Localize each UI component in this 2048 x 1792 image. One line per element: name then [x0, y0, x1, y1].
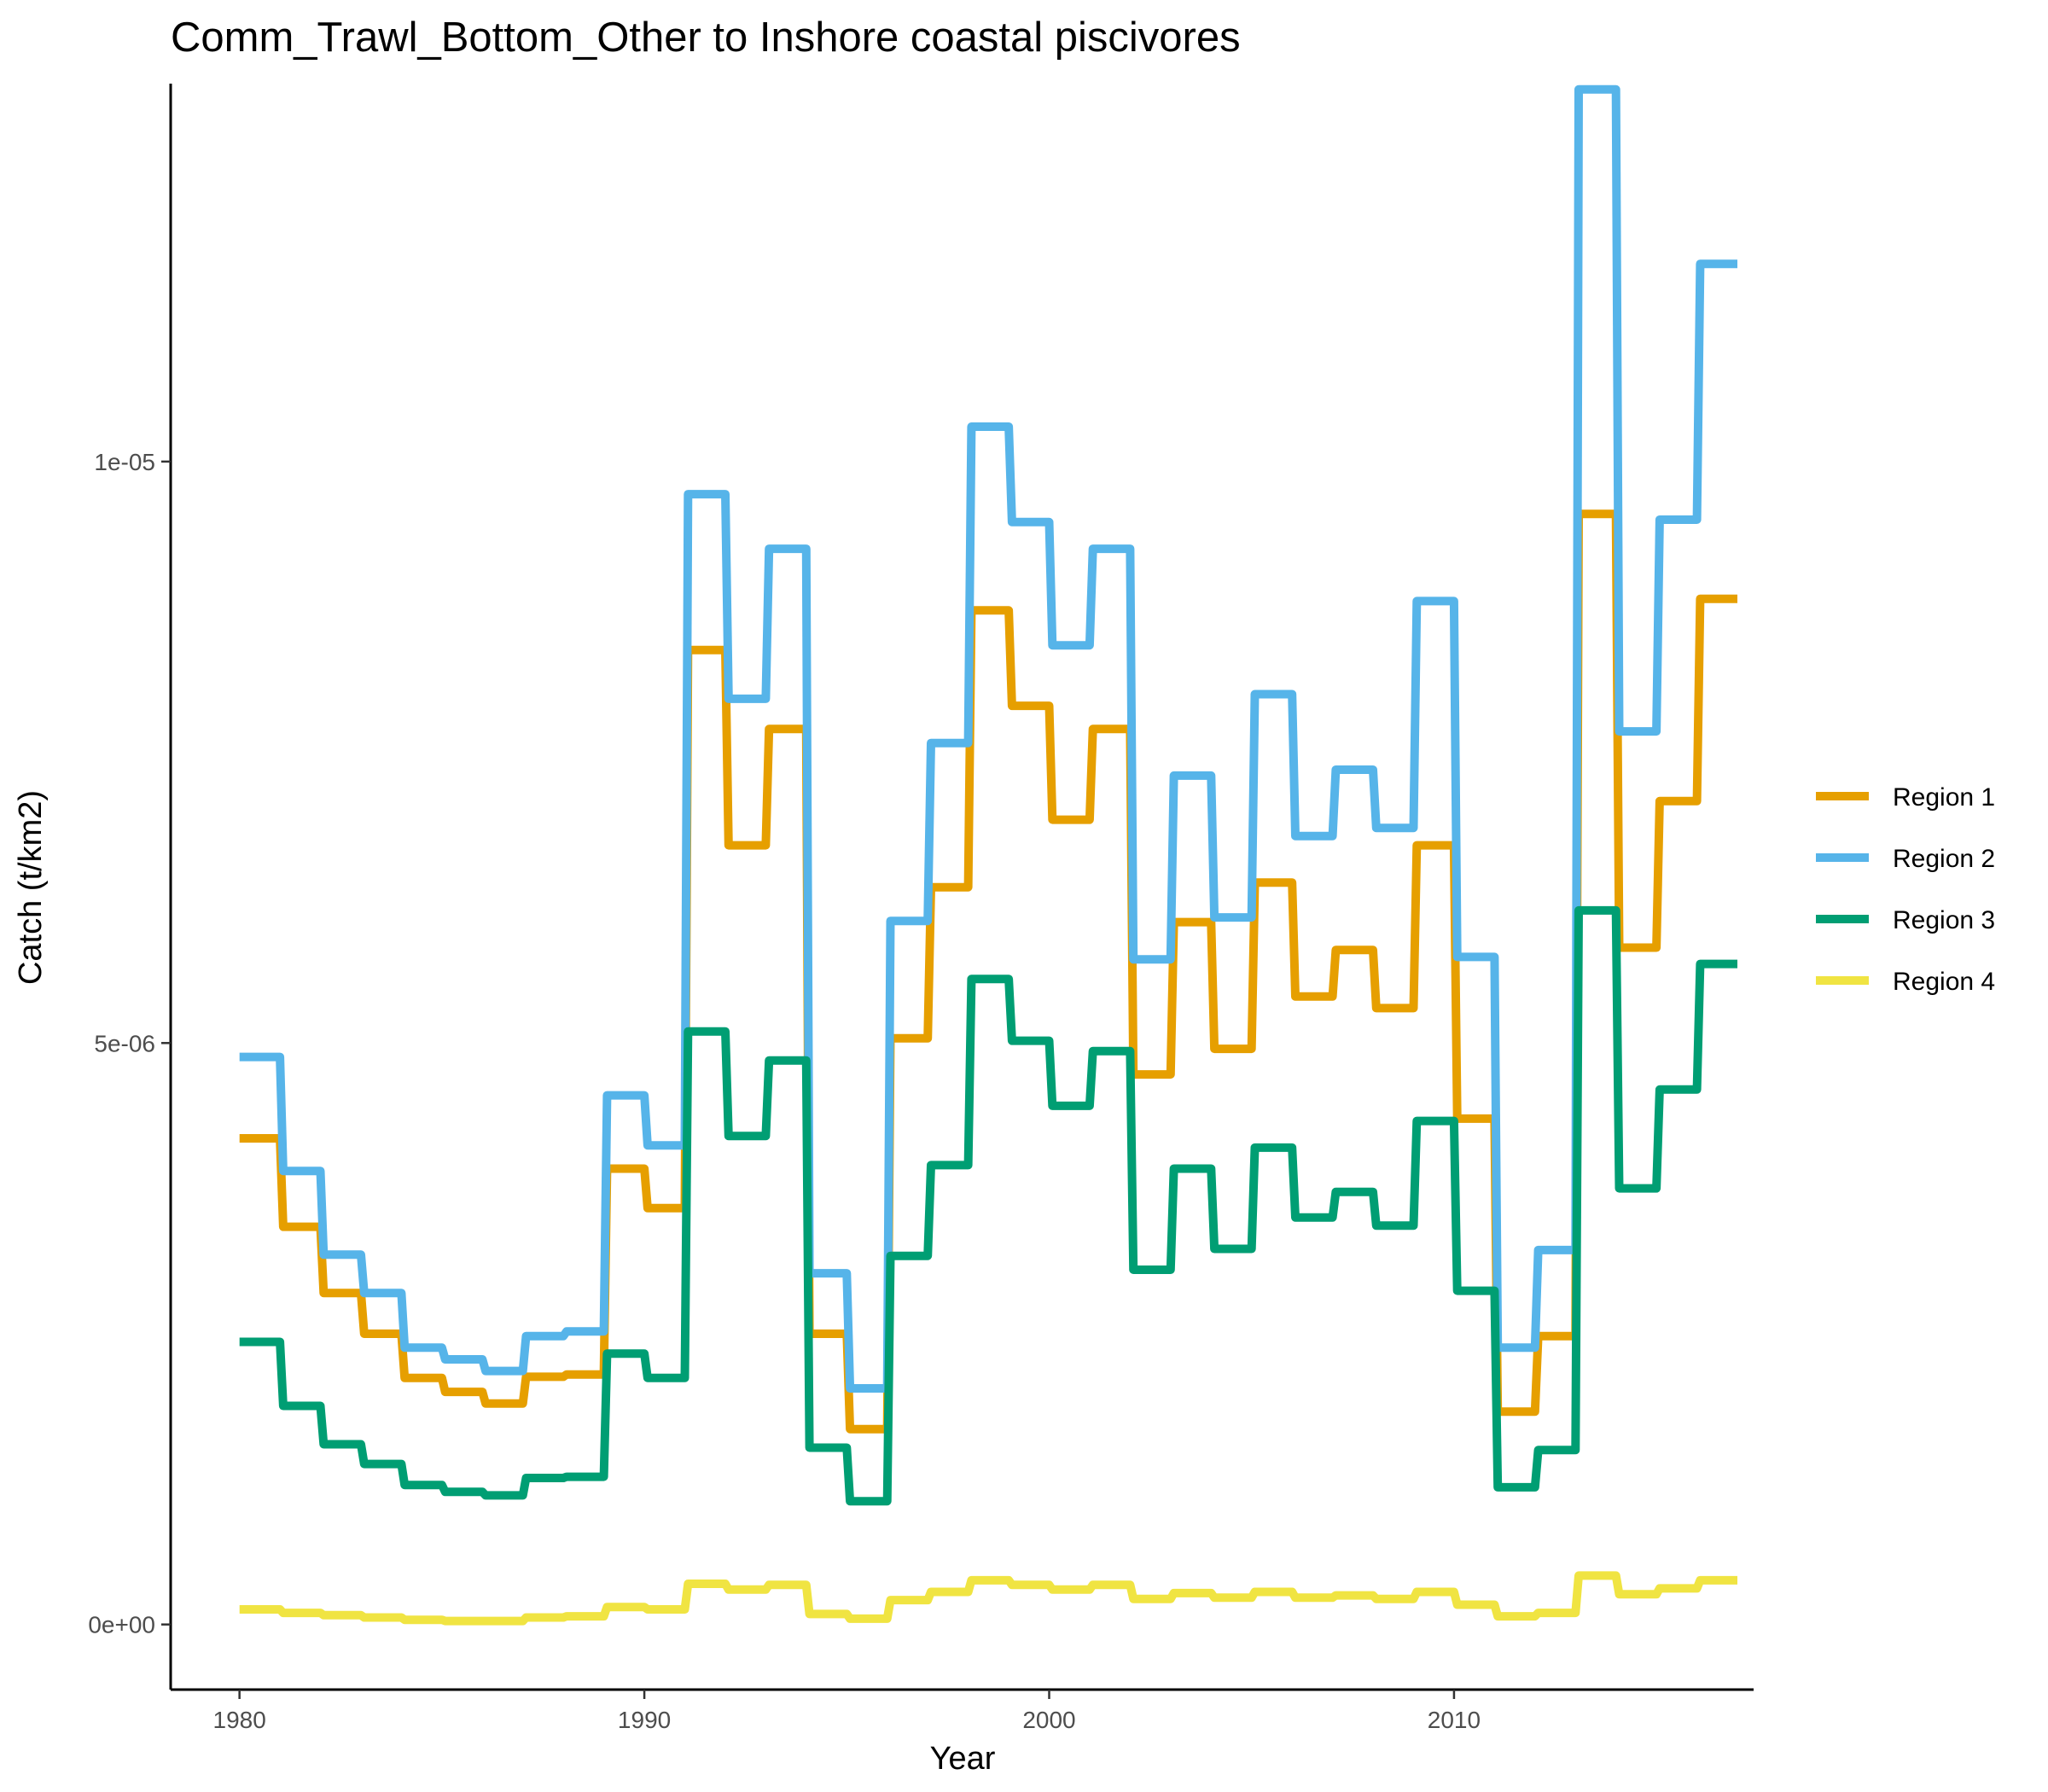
series-line-4 — [239, 1571, 1737, 1626]
chart-title: Comm_Trawl_Bottom_Other to Inshore coast… — [171, 15, 1241, 61]
legend-label-1: Region 1 — [1893, 783, 1995, 812]
x-tick-label: 1990 — [618, 1707, 671, 1733]
x-axis-ticks: 1980 1990 2000 2010 — [213, 1690, 1481, 1733]
y-tick-label: 0e+00 — [88, 1612, 155, 1638]
series-line-1 — [239, 509, 1737, 1434]
y-axis-title: Catch (t/km2) — [13, 790, 49, 985]
series-line-2 — [239, 84, 1737, 1393]
legend-label-3: Region 3 — [1893, 906, 1995, 934]
x-tick-label: 1980 — [213, 1707, 266, 1733]
legend: Region 1 Region 2 Region 3 Region 4 — [1816, 783, 1995, 996]
legend-label-2: Region 2 — [1893, 845, 1995, 873]
y-tick-label: 1e-05 — [94, 449, 155, 475]
x-tick-label: 2000 — [1022, 1707, 1075, 1733]
series-line-3 — [239, 905, 1737, 1506]
y-tick-label: 5e-06 — [94, 1030, 155, 1056]
x-tick-label: 2010 — [1428, 1707, 1481, 1733]
x-axis-title: Year — [930, 1741, 996, 1777]
y-axis-ticks: 0e+00 5e-06 1e-05 — [88, 449, 171, 1638]
plot-lines — [239, 84, 1737, 1626]
legend-label-4: Region 4 — [1893, 968, 1995, 996]
